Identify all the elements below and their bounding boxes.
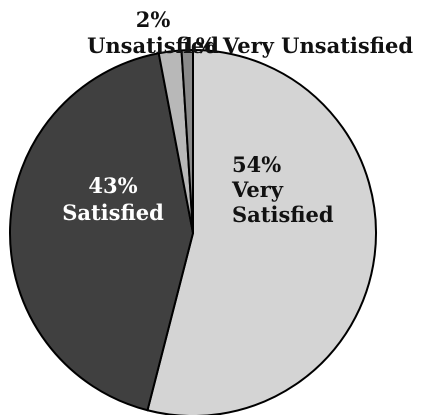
slice-label-line: Satisfied [62,200,164,225]
slice-label-line: 2% [136,7,171,32]
slice-label-very-satisfied: 54% Very Satisfied [231,152,334,227]
slice-label-line: Unsatisfied [87,33,219,58]
pie-slice-very-unsatisfied [180,48,194,234]
slice-label-line: 43% [88,173,137,198]
slice-label-satisfied: 43% Satisfied [62,173,164,225]
slice-label-line: 54% [232,152,281,177]
slice-label-line: 1% Very Unsatisfied [181,33,413,58]
pie-slice-very-satisfied [146,49,378,415]
pie-slice-satisfied [9,52,194,412]
slice-label-very-unsatisfied: 1% Very Unsatisfied [181,33,413,58]
slice-label-line: Very [231,177,284,202]
pie-slices [9,48,378,415]
slice-label-line: Satisfied [232,202,334,227]
slice-label-unsatisfied: 2% Unsatisfied [87,7,219,58]
